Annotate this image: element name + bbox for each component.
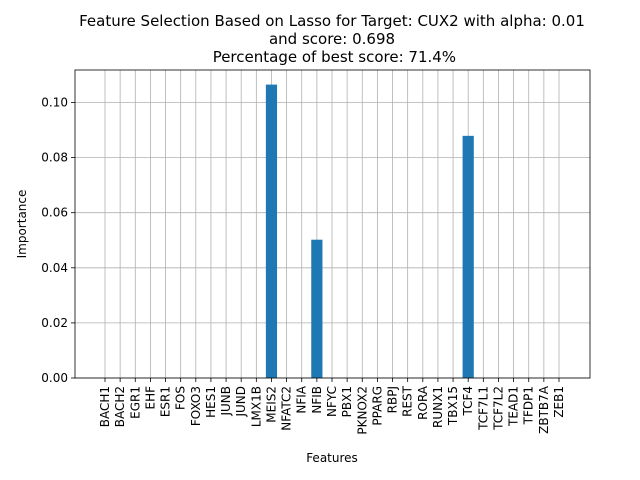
x-axis-label: Features [306, 451, 358, 465]
x-tick-label: JUNB [219, 386, 233, 417]
y-tick-label: 0.06 [41, 206, 68, 220]
x-tick-label: PKNOX2 [355, 386, 369, 435]
x-tick-label: PBX1 [340, 386, 354, 417]
x-tick-label: LMX1B [249, 386, 263, 427]
x-tick-label: TCF7L2 [491, 386, 505, 431]
x-tick-label: BACH2 [113, 386, 127, 427]
x-tick-label: TBX15 [446, 386, 460, 426]
x-tick-label: NFYC [325, 386, 339, 417]
x-tick-label: NFATC2 [280, 386, 294, 431]
x-tick-label: EHF [143, 386, 157, 410]
y-tick-label: 0.04 [41, 261, 68, 275]
x-tick-label: NFIA [295, 385, 309, 413]
x-tick-label: FOXO3 [189, 386, 203, 426]
x-tick-label: EGR1 [128, 386, 142, 419]
x-axis: BACH1 BACH2 EGR1 EHF ESR1 FOS FOXO3 HES1 JUNB JUN… [98, 378, 566, 435]
x-tick-label: PPARG [370, 386, 384, 426]
x-tick-label: HES1 [204, 386, 218, 418]
x-tick-label: BACH1 [98, 386, 112, 427]
y-tick-label: 0.00 [41, 371, 68, 385]
bar-tcf4 [462, 135, 474, 378]
x-tick-label: MEIS2 [264, 386, 278, 423]
y-axis-label: Importance [15, 190, 29, 259]
chart-title: Feature Selection Based on Lasso for Tar… [79, 12, 585, 66]
x-tick-label: REST [401, 385, 415, 417]
x-tick-label: JUND [234, 386, 248, 418]
bar-nfib [311, 239, 323, 378]
y-tick-label: 0.02 [41, 316, 68, 330]
y-tick-label: 0.08 [41, 151, 68, 165]
x-tick-label: ZBTB7A [537, 385, 551, 434]
x-tick-label: ZEB1 [552, 386, 566, 418]
y-axis: 0.00 0.02 0.04 0.06 0.08 0.10 [41, 96, 75, 385]
chart-title-line-2: and score: 0.698 [269, 30, 395, 48]
x-tick-label: RORA [416, 385, 430, 420]
bar-meis2 [265, 84, 278, 378]
x-tick-label: NFIB [310, 386, 324, 414]
x-tick-label: RBPJ [386, 386, 400, 413]
x-tick-label: FOS [174, 386, 188, 410]
y-tick-label: 0.10 [41, 96, 68, 110]
chart-title-line-3: Percentage of best score: 71.4% [208, 48, 456, 66]
x-tick-label: RUNX1 [431, 386, 445, 428]
bar-series [265, 84, 474, 378]
plot-area-frame [74, 69, 591, 379]
x-tick-label: TFDP1 [522, 386, 536, 425]
chart-title-line-1: Feature Selection Based on Lasso for Tar… [79, 12, 585, 30]
x-tick-label: TCF4 [461, 386, 475, 417]
x-tick-label: TCF7L1 [476, 386, 490, 431]
x-tick-label: ESR1 [159, 386, 173, 417]
x-tick-label: TEAD1 [507, 386, 521, 427]
